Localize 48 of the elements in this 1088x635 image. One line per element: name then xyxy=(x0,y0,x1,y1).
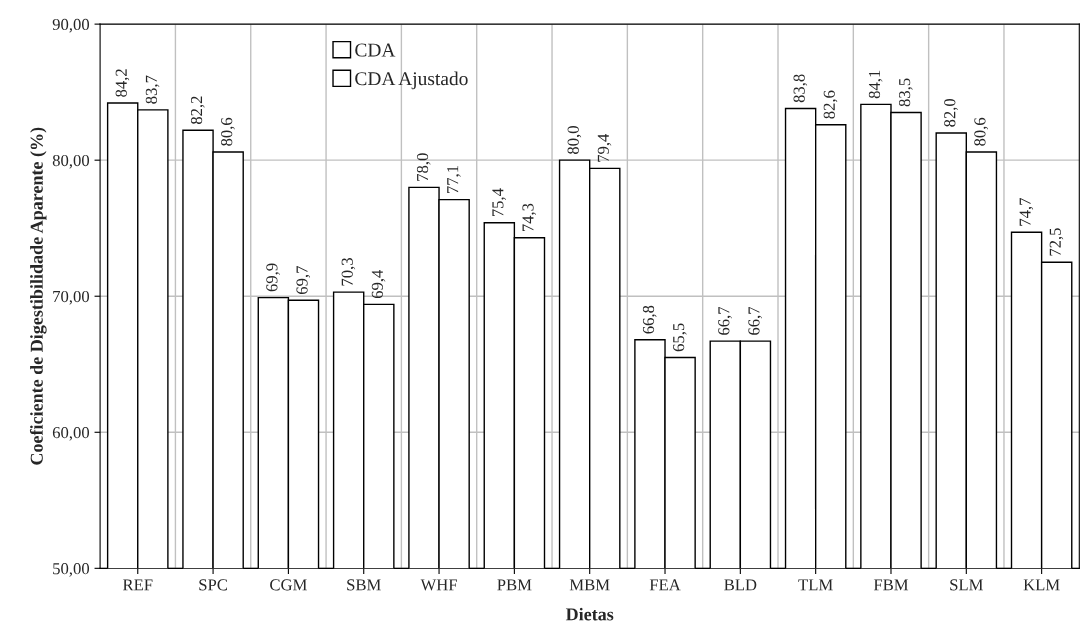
data-label: 82,6 xyxy=(823,90,838,119)
data-label: 80,0 xyxy=(567,126,582,154)
data-label: 84,2 xyxy=(115,69,130,97)
data-label: 66,8 xyxy=(642,305,657,334)
data-label: 83,5 xyxy=(898,78,913,107)
data-label: 80,6 xyxy=(221,117,235,146)
x-tick-label: PBM xyxy=(497,579,532,591)
data-label: 80,6 xyxy=(974,117,988,146)
x-tick-label: SBM xyxy=(347,579,381,591)
data-label: 74,7 xyxy=(1019,198,1034,226)
x-tick-label: FEA xyxy=(649,579,681,591)
x-tick-label: WHF xyxy=(420,579,457,591)
x-tick-label: MBM xyxy=(569,579,610,591)
x-tick-label: FBM xyxy=(873,579,909,591)
data-label: 82,0 xyxy=(944,98,958,127)
x-tick-label: REF xyxy=(122,579,153,591)
y-axis-title: Coeficiente de Digestibilidade Aparente (%) xyxy=(29,127,47,465)
data-label: 77,1 xyxy=(447,165,461,193)
data-label: 72,5 xyxy=(1049,228,1064,256)
x-tick-label: KLM xyxy=(1023,579,1060,591)
y-tick-label: 70,00 xyxy=(53,290,90,305)
data-label: 69,4 xyxy=(371,269,386,299)
x-tick-label: CGM xyxy=(270,579,307,591)
x-tick-label: BLD xyxy=(724,579,757,591)
data-label: 78,0 xyxy=(416,153,431,181)
data-label: 66,7 xyxy=(718,306,732,335)
data-label: 70,3 xyxy=(341,258,356,286)
data-label: 84,1 xyxy=(868,70,883,99)
data-label: 75,4 xyxy=(492,188,506,217)
data-label: 65,5 xyxy=(673,323,687,352)
data-label: 83,8 xyxy=(793,74,808,103)
data-label: 69,7 xyxy=(296,266,311,295)
data-label: 79,4 xyxy=(597,133,612,162)
data-label: 82,2 xyxy=(190,96,205,125)
legend-label: CDA Ajustado xyxy=(355,71,468,90)
y-tick-label: 60,00 xyxy=(52,426,90,441)
data-label: 66,7 xyxy=(748,306,762,335)
x-tick-label: SPC xyxy=(199,579,227,591)
y-tick-label: 50,00 xyxy=(53,563,90,577)
data-label: 74,3 xyxy=(522,203,537,232)
legend-label: CDA xyxy=(355,43,396,57)
x-axis-title: Dietas xyxy=(565,607,614,621)
data-label: 83,7 xyxy=(145,75,160,104)
x-tick-label: TLM xyxy=(798,579,833,591)
data-label: 69,9 xyxy=(266,263,280,292)
x-tick-label: SLM xyxy=(950,579,983,591)
y-tick-label: 90,00 xyxy=(52,18,90,33)
y-tick-label: 80,00 xyxy=(52,154,90,169)
